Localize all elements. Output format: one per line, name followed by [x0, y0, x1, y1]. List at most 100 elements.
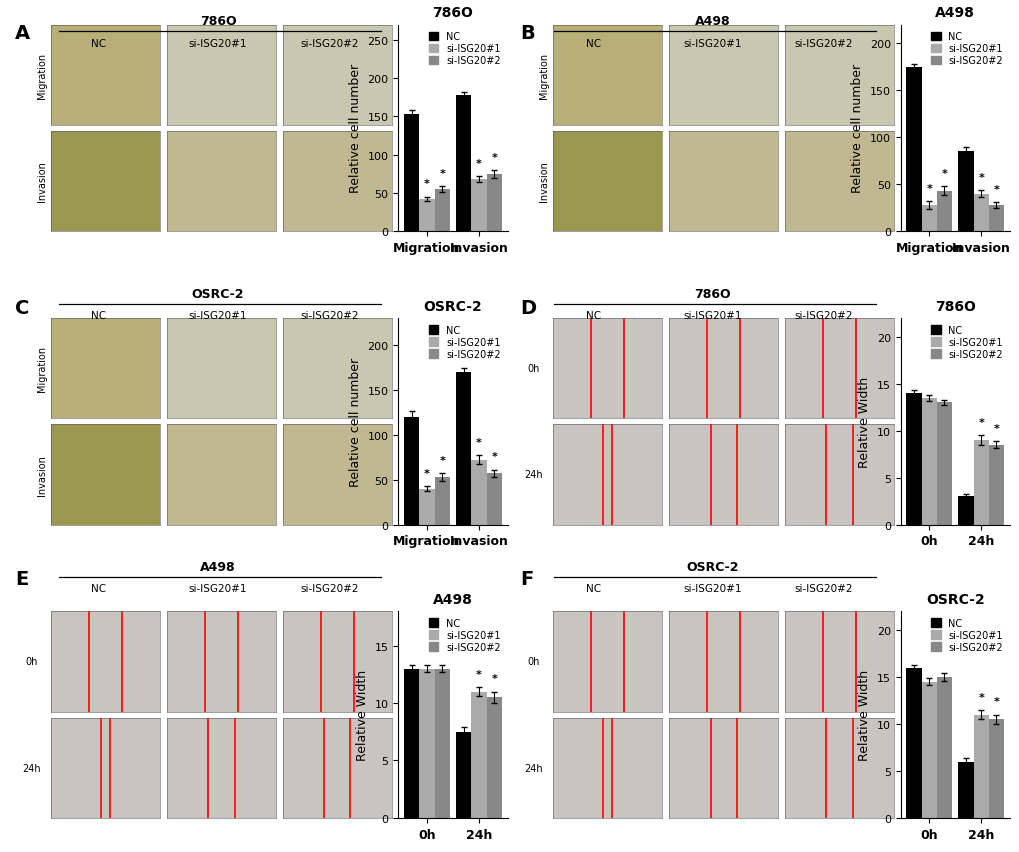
Text: si-ISG20#1: si-ISG20#1 — [683, 38, 741, 49]
Bar — [920, 398, 935, 525]
Text: NC: NC — [91, 311, 106, 321]
Text: NC: NC — [585, 311, 600, 321]
Legend: NC, si-ISG20#1, si-ISG20#2: NC, si-ISG20#1, si-ISG20#2 — [426, 617, 502, 654]
Text: A498: A498 — [200, 561, 235, 573]
Bar — [404, 115, 419, 232]
Text: *: * — [993, 696, 999, 706]
Y-axis label: Migration: Migration — [538, 53, 548, 99]
Bar — [419, 489, 434, 525]
Bar — [486, 698, 501, 818]
Bar — [958, 497, 972, 525]
Bar — [471, 180, 486, 232]
Bar — [920, 205, 935, 232]
Legend: NC, si-ISG20#1, si-ISG20#2: NC, si-ISG20#1, si-ISG20#2 — [426, 31, 502, 68]
Text: *: * — [439, 456, 444, 465]
Title: 786O: 786O — [933, 299, 974, 314]
Text: *: * — [925, 184, 931, 193]
Text: si-ISG20#2: si-ISG20#2 — [794, 584, 853, 594]
Bar — [920, 682, 935, 818]
Bar — [455, 96, 471, 232]
Y-axis label: Invasion: Invasion — [37, 161, 47, 202]
Text: NC: NC — [585, 38, 600, 49]
Bar — [935, 403, 951, 525]
Y-axis label: Invasion: Invasion — [538, 161, 548, 202]
Text: *: * — [491, 452, 496, 462]
Text: A: A — [15, 24, 31, 43]
Text: *: * — [993, 185, 999, 194]
Bar — [935, 192, 951, 232]
Text: *: * — [993, 423, 999, 433]
Bar — [987, 205, 1003, 232]
Y-axis label: 24h: 24h — [22, 763, 41, 773]
Text: F: F — [520, 569, 533, 588]
Y-axis label: 0h: 0h — [527, 364, 539, 374]
Y-axis label: Migration: Migration — [37, 53, 47, 99]
Text: 786O: 786O — [200, 15, 236, 28]
Text: C: C — [15, 298, 30, 317]
Bar — [434, 669, 449, 818]
Text: *: * — [476, 158, 481, 169]
Text: A498: A498 — [694, 15, 730, 28]
Bar — [972, 194, 987, 232]
Text: si-ISG20#1: si-ISG20#1 — [189, 311, 247, 321]
Text: OSRC-2: OSRC-2 — [686, 561, 739, 573]
Text: si-ISG20#1: si-ISG20#1 — [683, 311, 741, 321]
Text: si-ISG20#2: si-ISG20#2 — [794, 311, 853, 321]
Y-axis label: Relative cell number: Relative cell number — [348, 64, 362, 193]
Bar — [404, 417, 419, 525]
Y-axis label: 24h: 24h — [524, 763, 542, 773]
Text: *: * — [439, 169, 444, 179]
Bar — [935, 677, 951, 818]
Text: *: * — [491, 153, 496, 163]
Text: si-ISG20#1: si-ISG20#1 — [683, 584, 741, 594]
Text: *: * — [476, 438, 481, 447]
Title: 786O: 786O — [432, 6, 473, 20]
Y-axis label: Relative Width: Relative Width — [857, 669, 870, 760]
Text: si-ISG20#1: si-ISG20#1 — [189, 584, 247, 594]
Bar — [434, 477, 449, 525]
Text: NC: NC — [91, 584, 106, 594]
Y-axis label: Migration: Migration — [37, 346, 47, 392]
Text: *: * — [424, 468, 429, 478]
Bar — [471, 692, 486, 818]
Text: NC: NC — [91, 38, 106, 49]
Text: *: * — [491, 674, 496, 683]
Text: OSRC-2: OSRC-2 — [192, 288, 245, 301]
Text: NC: NC — [585, 584, 600, 594]
Text: *: * — [424, 179, 429, 189]
Bar — [471, 460, 486, 525]
Text: si-ISG20#2: si-ISG20#2 — [300, 584, 359, 594]
Y-axis label: 24h: 24h — [524, 469, 542, 480]
Bar — [419, 669, 434, 818]
Title: A498: A498 — [433, 592, 473, 607]
Y-axis label: 0h: 0h — [527, 657, 539, 666]
Bar — [972, 440, 987, 525]
Text: *: * — [941, 169, 947, 179]
Text: si-ISG20#2: si-ISG20#2 — [300, 38, 359, 49]
Legend: NC, si-ISG20#1, si-ISG20#2: NC, si-ISG20#1, si-ISG20#2 — [928, 617, 1004, 654]
Y-axis label: Relative Width: Relative Width — [356, 669, 369, 760]
Legend: NC, si-ISG20#1, si-ISG20#2: NC, si-ISG20#1, si-ISG20#2 — [426, 324, 502, 361]
Y-axis label: Relative Width: Relative Width — [857, 377, 870, 467]
Text: *: * — [977, 417, 983, 428]
Bar — [987, 719, 1003, 818]
Text: E: E — [15, 569, 29, 588]
Bar — [455, 732, 471, 818]
Bar — [486, 175, 501, 232]
Legend: NC, si-ISG20#1, si-ISG20#2: NC, si-ISG20#1, si-ISG20#2 — [928, 324, 1004, 361]
Bar — [404, 669, 419, 818]
Text: D: D — [520, 298, 536, 317]
Bar — [906, 68, 920, 232]
Legend: NC, si-ISG20#1, si-ISG20#2: NC, si-ISG20#1, si-ISG20#2 — [928, 31, 1004, 68]
Text: *: * — [977, 172, 983, 182]
Y-axis label: 0h: 0h — [25, 657, 38, 666]
Text: si-ISG20#2: si-ISG20#2 — [794, 38, 853, 49]
Text: si-ISG20#1: si-ISG20#1 — [189, 38, 247, 49]
Text: *: * — [977, 692, 983, 702]
Text: si-ISG20#2: si-ISG20#2 — [300, 311, 359, 321]
Bar — [906, 668, 920, 818]
Bar — [906, 394, 920, 525]
Bar — [972, 715, 987, 818]
Bar — [987, 446, 1003, 525]
Bar — [419, 200, 434, 232]
